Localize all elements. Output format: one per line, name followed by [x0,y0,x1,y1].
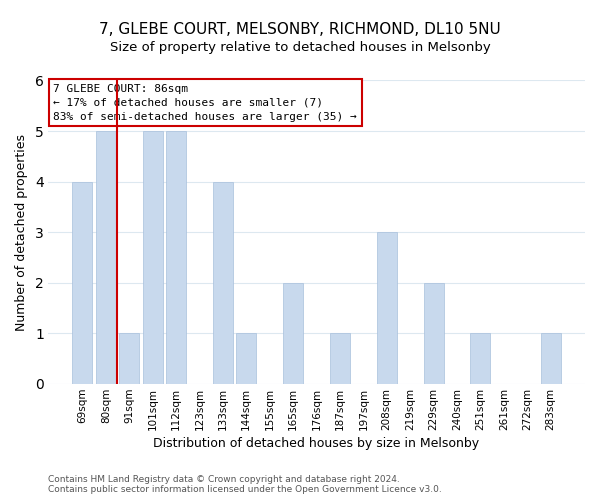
Text: Contains HM Land Registry data © Crown copyright and database right 2024.: Contains HM Land Registry data © Crown c… [48,475,400,484]
Bar [283,282,303,384]
Bar [470,333,490,384]
Bar [377,232,397,384]
Bar [424,282,443,384]
Bar [143,131,163,384]
Y-axis label: Number of detached properties: Number of detached properties [15,134,28,330]
Text: Size of property relative to detached houses in Melsonby: Size of property relative to detached ho… [110,41,490,54]
Bar [73,182,92,384]
Bar [236,333,256,384]
Text: 7, GLEBE COURT, MELSONBY, RICHMOND, DL10 5NU: 7, GLEBE COURT, MELSONBY, RICHMOND, DL10… [99,22,501,38]
Bar [96,131,116,384]
Text: 7 GLEBE COURT: 86sqm
← 17% of detached houses are smaller (7)
83% of semi-detach: 7 GLEBE COURT: 86sqm ← 17% of detached h… [53,84,357,122]
Bar [330,333,350,384]
X-axis label: Distribution of detached houses by size in Melsonby: Distribution of detached houses by size … [154,437,479,450]
Bar [119,333,139,384]
Text: Contains public sector information licensed under the Open Government Licence v3: Contains public sector information licen… [48,485,442,494]
Bar [166,131,186,384]
Bar [541,333,560,384]
Bar [213,182,233,384]
